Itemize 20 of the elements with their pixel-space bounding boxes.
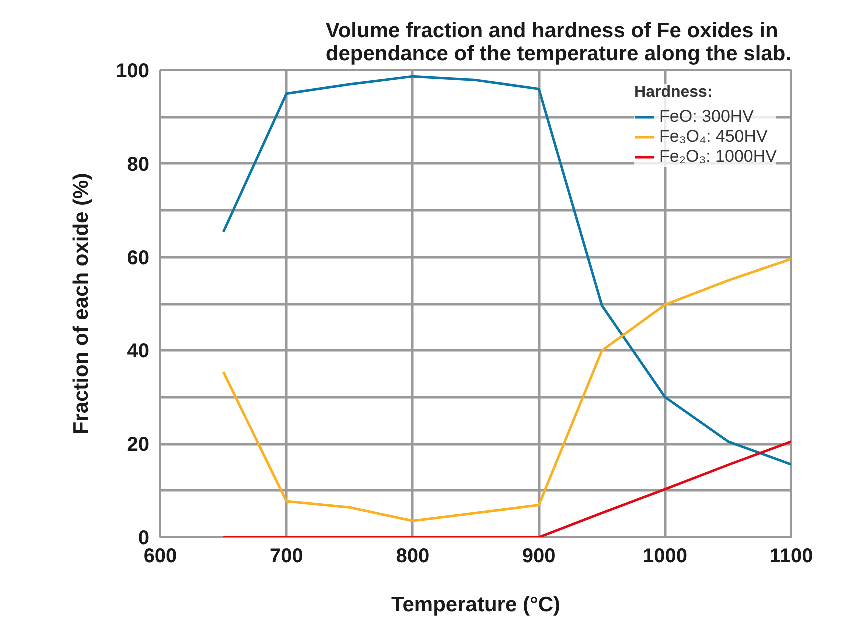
line-series [222,440,792,538]
y-tick-label: 80 [127,154,150,176]
x-axis-title: Temperature (°C) [391,594,561,616]
y-axis-title: Fraction of each oxide (%) [70,173,94,435]
x-tick-label: 900 [522,546,556,568]
legend-label: FeO: 300HV [660,107,754,127]
line-series [222,75,792,466]
y-tick-label: 20 [127,434,150,456]
line-series [222,258,792,522]
legend-label: Fe₂O₃: 1000HV [660,147,777,167]
x-tick-label: 700 [270,546,304,568]
y-tick-label: 100 [116,60,150,82]
legend-label: Fe₃O₄: 450HV [660,127,768,147]
x-tick-label: 800 [396,546,430,568]
x-tick-label: 1000 [643,546,688,568]
y-tick-label: 40 [127,340,150,363]
x-tick-label: 1100 [770,546,814,568]
chart-title: Volume fraction and hardness of Fe oxides in dependance of the temperature along the slab. [326,20,792,66]
y-tick-label: 60 [127,247,150,270]
legend-title: Hardness: [634,84,714,102]
